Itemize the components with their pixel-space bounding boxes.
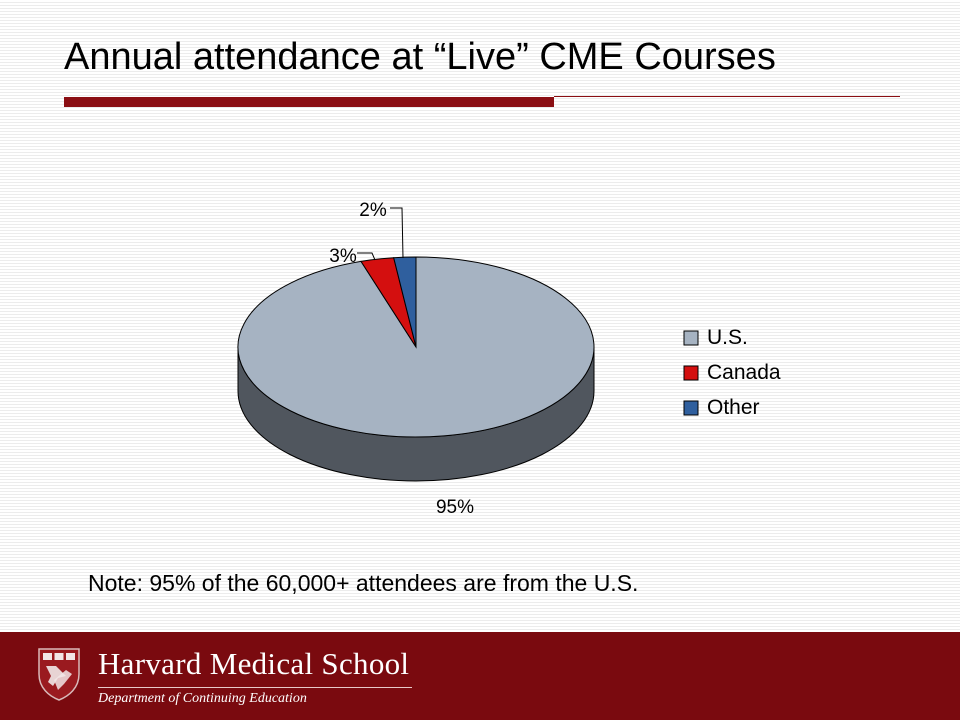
leader-line-canada: [357, 252, 376, 261]
title-underline: [64, 97, 554, 107]
data-label-canada: 3%: [329, 246, 357, 267]
harvard-shield-icon: [38, 648, 80, 701]
legend-swatch-u-s: [683, 330, 699, 346]
slide-title: Annual attendance at “Live” CME Courses: [64, 36, 776, 78]
pie-slice-other: [393, 256, 417, 348]
school-name-rule: [98, 687, 412, 688]
data-label-u-s: 95%: [436, 497, 474, 518]
school-name: Harvard Medical School: [98, 646, 410, 681]
footer-band: Harvard Medical School Department of Con…: [0, 632, 960, 720]
pie-slice-u-s: [237, 256, 595, 438]
data-label-other: 2%: [359, 200, 387, 221]
legend-label-other: Other: [707, 396, 760, 419]
legend-swatch-canada: [683, 365, 699, 381]
legend-swatch-other: [683, 400, 699, 416]
legend-label-u-s: U.S.: [707, 326, 748, 349]
data-labels: 95% 3% 2%: [329, 200, 474, 518]
leader-line-other: [390, 207, 404, 259]
department-name: Department of Continuing Education: [98, 691, 307, 706]
leader-lines: [357, 207, 404, 261]
footnote: Note: 95% of the 60,000+ attendees are f…: [88, 570, 639, 596]
chart-legend: U.S. Canada Other: [683, 326, 781, 419]
legend-label-canada: Canada: [707, 361, 781, 384]
pie-slices: [237, 256, 595, 438]
title-rule-extension: [554, 96, 900, 97]
